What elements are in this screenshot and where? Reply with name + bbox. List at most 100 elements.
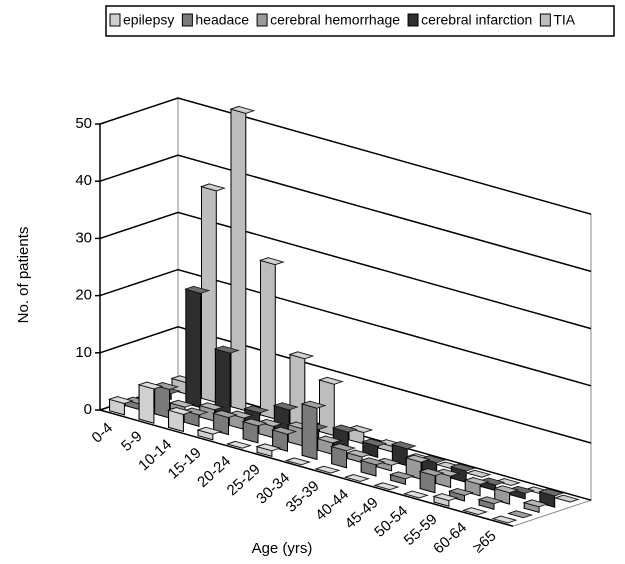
bar-top-light: [390, 472, 414, 479]
bar: [212, 410, 238, 436]
grid-line: [99, 97, 592, 215]
bar: [506, 510, 534, 519]
bar: [331, 424, 358, 450]
bar-top: [522, 499, 549, 508]
bar: [225, 440, 252, 449]
bar-front: [138, 384, 155, 424]
bar-top: [272, 402, 299, 411]
y-tick-label: 30: [75, 229, 92, 246]
bar-top: [538, 488, 565, 497]
bar-top: [465, 469, 492, 478]
bar-top: [361, 438, 388, 447]
bar-top-light: [480, 478, 504, 485]
bar-top: [271, 426, 297, 435]
bar-front: [230, 108, 247, 412]
grid-line: [99, 326, 592, 444]
bar-top-light: [420, 468, 443, 476]
y-tick-label: 10: [75, 344, 92, 361]
bar-top-light: [555, 495, 579, 502]
bar-top-light: [260, 257, 284, 265]
bar: [491, 515, 518, 524]
bar-top: [345, 449, 372, 458]
bar-top: [402, 490, 429, 499]
bar-top-light: [316, 466, 339, 473]
grid-line: [99, 211, 592, 330]
bar-front: [201, 185, 217, 404]
bar-top: [257, 418, 284, 427]
bar-top: [314, 465, 341, 474]
bar-top: [288, 351, 315, 360]
bar-top: [491, 515, 518, 524]
legend-swatch: [539, 13, 551, 27]
bar-top-light: [435, 469, 459, 477]
grid-line: [99, 154, 592, 273]
legend: epilepsy headace cerebral hemorrhage cerebr…: [109, 12, 576, 28]
y-tick-label: 20: [75, 287, 92, 304]
bar-top-light: [434, 493, 457, 501]
bar: [404, 454, 431, 480]
bar-top-light: [539, 489, 563, 496]
bar-top-light: [244, 406, 268, 413]
bar-top-light: [347, 450, 370, 457]
bar-top-light: [109, 396, 133, 404]
bar-top-light: [227, 441, 251, 449]
bar-top: [258, 257, 285, 266]
bar-top-light: [479, 496, 502, 504]
bar: [402, 490, 429, 499]
bar-top-light: [272, 427, 296, 435]
bar: [184, 285, 211, 409]
bar-top: [388, 471, 416, 480]
bar: [418, 468, 445, 494]
bar: [330, 443, 356, 469]
bar-top-light: [451, 464, 474, 471]
bar-top: [404, 454, 431, 463]
bar: [522, 499, 549, 514]
bar-top-light: [258, 419, 282, 427]
bar: [388, 471, 416, 486]
bar-top-light: [465, 477, 488, 485]
legend-swatch: [181, 13, 193, 27]
bar-top-light: [331, 443, 355, 451]
bar-top-light: [349, 425, 372, 433]
bar-top-light: [494, 485, 518, 493]
bar-top: [107, 396, 134, 405]
bar-top-light: [199, 402, 223, 410]
bar-top: [449, 463, 476, 472]
bar-top: [347, 425, 374, 434]
bar-top: [330, 443, 356, 452]
bar-top-light: [510, 486, 533, 494]
bar-top: [375, 457, 402, 466]
bar-front: [260, 259, 276, 420]
grid-line: [99, 268, 592, 387]
bar-top-light: [508, 510, 532, 518]
bar-top-light: [243, 419, 266, 426]
x-axis: [99, 409, 514, 527]
bar-top-light: [317, 436, 341, 443]
bar-top: [420, 455, 447, 464]
bar-top: [300, 400, 327, 409]
x-tick-label: 5-9: [118, 428, 145, 455]
bar-top: [343, 474, 370, 482]
bar-top: [317, 376, 344, 385]
bar: [373, 482, 400, 491]
bar-top-light: [392, 441, 415, 449]
bar-top-light: [154, 382, 178, 390]
bar: [493, 485, 520, 505]
bar-top: [199, 183, 226, 192]
bar: [198, 402, 225, 422]
legend-label: cerebral infarction: [421, 12, 532, 28]
bar-top: [198, 402, 225, 411]
bar: [343, 474, 370, 482]
bar-top-light: [213, 410, 237, 418]
legend-label: epilepsy: [123, 12, 174, 28]
bar-top-light: [229, 411, 252, 418]
bar: [345, 449, 372, 464]
bar: [494, 478, 521, 486]
bar-top-light: [139, 382, 162, 389]
bar: [477, 496, 504, 510]
bar-top: [182, 407, 209, 416]
bar: [359, 457, 386, 477]
bar-top: [168, 399, 195, 408]
